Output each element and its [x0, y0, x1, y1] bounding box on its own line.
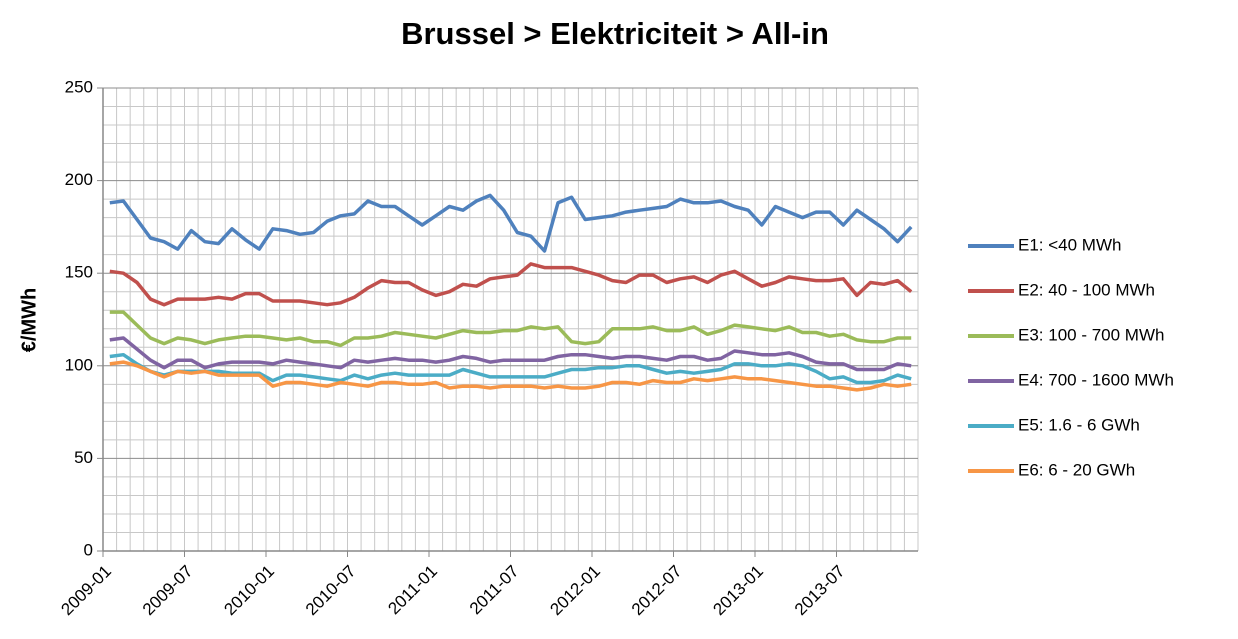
x-tick-label: 2013-07	[791, 562, 849, 620]
x-tick-label: 2012-01	[546, 562, 604, 620]
y-tick-label: 100	[65, 355, 93, 374]
legend-label: E1: <40 MWh	[1018, 235, 1121, 254]
x-tick-label: 2011-01	[384, 562, 441, 619]
series-line	[109, 310, 912, 348]
x-tick-label: 2012-07	[628, 562, 686, 620]
y-tick-label: 150	[65, 263, 93, 282]
series-line	[109, 336, 912, 372]
x-tick-label: 2010-07	[302, 562, 360, 620]
x-tick-label: 2009-07	[139, 562, 197, 620]
x-tick-label: 2013-01	[709, 562, 767, 620]
legend-label: E2: 40 - 100 MWh	[1018, 280, 1155, 299]
series-line	[109, 193, 913, 253]
x-tick-label: 2010-01	[220, 562, 278, 620]
x-tick-label: 2009-01	[57, 562, 115, 620]
y-tick-label: 0	[84, 540, 93, 559]
series-line	[109, 262, 913, 307]
legend-label: E4: 700 - 1600 MWh	[1018, 370, 1174, 389]
legend-label: E6: 6 - 20 GWh	[1018, 460, 1135, 479]
legend-label: E5: 1.6 - 6 GWh	[1018, 415, 1140, 434]
legend-label: E3: 100 - 700 MWh	[1018, 325, 1164, 344]
y-tick-label: 200	[65, 170, 93, 189]
series-line	[109, 360, 912, 392]
x-tick-label: 2011-07	[466, 562, 523, 619]
y-tick-label: 250	[65, 77, 93, 96]
series-line	[109, 352, 912, 385]
chart-title: Brussel > Elektriciteit > All-in	[401, 16, 829, 51]
y-axis-label: €/MWh	[18, 288, 40, 352]
y-tick-label: 50	[74, 448, 93, 467]
